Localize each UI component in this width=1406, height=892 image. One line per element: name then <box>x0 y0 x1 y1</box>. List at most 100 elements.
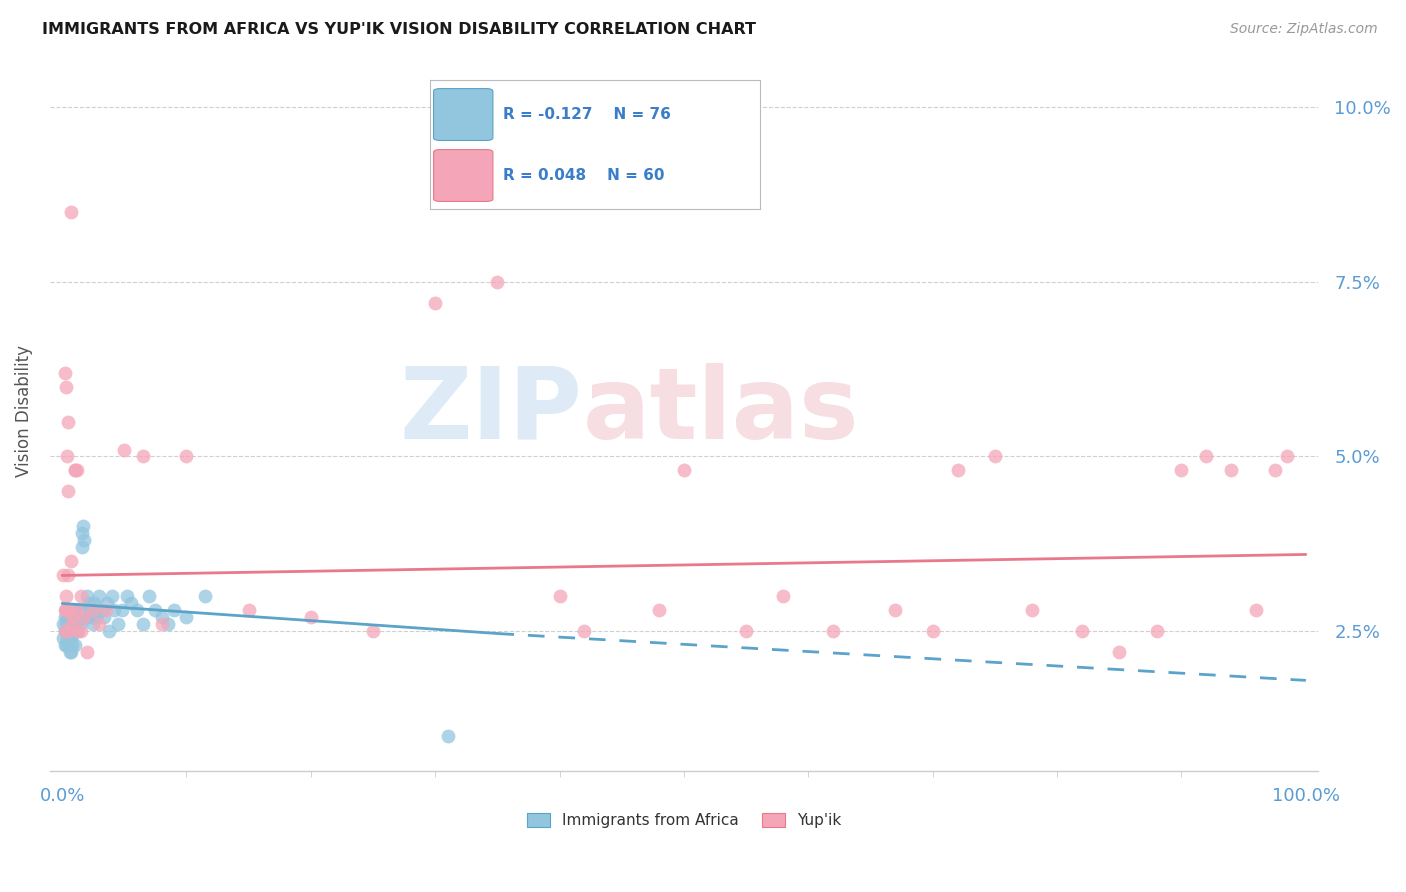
Point <box>59 554 82 568</box>
Point <box>58 632 80 646</box>
Point <box>62 603 84 617</box>
Point <box>53 624 76 639</box>
Point <box>58 603 80 617</box>
Point <box>94 603 117 617</box>
Point <box>53 624 76 639</box>
Point <box>75 610 97 624</box>
Point <box>59 617 82 632</box>
Point <box>67 603 90 617</box>
Point <box>132 617 155 632</box>
Point <box>59 645 82 659</box>
Point <box>107 617 129 632</box>
Point <box>735 624 758 639</box>
Point <box>66 603 89 617</box>
Point <box>55 603 77 617</box>
Point <box>67 617 90 632</box>
Point <box>150 610 173 624</box>
Point <box>65 603 87 617</box>
Point <box>548 590 571 604</box>
Point <box>56 610 79 624</box>
Point <box>72 519 94 533</box>
Point <box>884 603 907 617</box>
Point <box>63 639 86 653</box>
Text: atlas: atlas <box>582 362 859 459</box>
Point <box>436 730 458 744</box>
Legend: Immigrants from Africa, Yup'ik: Immigrants from Africa, Yup'ik <box>519 805 849 836</box>
Point <box>86 603 108 617</box>
Point <box>80 603 103 617</box>
Text: Source: ZipAtlas.com: Source: ZipAtlas.com <box>1230 22 1378 37</box>
Point <box>69 624 91 639</box>
Point <box>62 617 84 632</box>
Point <box>176 450 198 464</box>
Point <box>984 450 1007 464</box>
Point <box>299 610 322 624</box>
Point <box>150 617 173 632</box>
Point <box>58 624 80 639</box>
Point <box>58 415 80 429</box>
Point <box>96 596 118 610</box>
Text: IMMIGRANTS FROM AFRICA VS YUP'IK VISION DISABILITY CORRELATION CHART: IMMIGRANTS FROM AFRICA VS YUP'IK VISION … <box>42 22 756 37</box>
Point <box>77 603 100 617</box>
Y-axis label: Vision Disability: Vision Disability <box>15 345 32 477</box>
Point <box>69 610 91 624</box>
Point <box>56 603 79 617</box>
Point <box>89 590 111 604</box>
Point <box>66 463 89 477</box>
Point <box>63 463 86 477</box>
Point <box>58 624 80 639</box>
Point <box>112 442 135 457</box>
Point <box>56 450 79 464</box>
Point <box>76 590 98 604</box>
Point <box>55 624 77 639</box>
Point <box>63 610 86 624</box>
Point <box>82 617 104 632</box>
Point <box>55 639 77 653</box>
Point <box>59 632 82 646</box>
Point <box>58 603 80 617</box>
Text: ZIP: ZIP <box>399 362 582 459</box>
Point <box>1170 463 1192 477</box>
Point <box>89 617 111 632</box>
Point <box>156 617 179 632</box>
Point <box>53 603 76 617</box>
Point <box>56 624 79 639</box>
Point <box>125 603 148 617</box>
Point <box>52 568 75 582</box>
Point <box>69 590 91 604</box>
Point <box>84 610 107 624</box>
Point <box>132 450 155 464</box>
Point <box>66 610 89 624</box>
Point <box>83 596 105 610</box>
Point <box>1071 624 1094 639</box>
Point <box>58 645 80 659</box>
Point <box>1275 450 1298 464</box>
Point <box>69 603 91 617</box>
Point <box>823 624 845 639</box>
Point <box>63 463 86 477</box>
Point <box>65 617 87 632</box>
Point <box>58 624 80 639</box>
Point <box>53 366 76 380</box>
Point <box>55 590 77 604</box>
Point <box>56 632 79 646</box>
Point <box>1021 603 1043 617</box>
Point <box>60 617 83 632</box>
Point <box>103 603 125 617</box>
Point <box>58 617 80 632</box>
Point <box>163 603 186 617</box>
Point <box>73 533 96 548</box>
Point <box>70 526 93 541</box>
Point <box>60 624 83 639</box>
Point <box>59 204 82 219</box>
Point <box>66 624 89 639</box>
Point <box>55 379 77 393</box>
Point <box>60 610 83 624</box>
Point <box>1108 645 1130 659</box>
Point <box>772 590 794 604</box>
Point <box>138 590 160 604</box>
Point <box>80 610 103 624</box>
Point <box>1220 463 1243 477</box>
Point <box>115 590 138 604</box>
Point <box>238 603 260 617</box>
